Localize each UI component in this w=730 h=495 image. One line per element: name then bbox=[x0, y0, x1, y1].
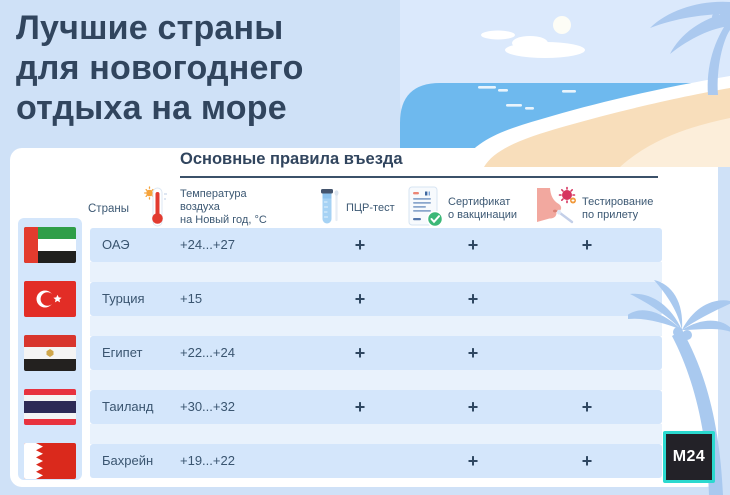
table-row-turkey: Турция +15 + + bbox=[90, 282, 662, 316]
pcr-required-mark: + bbox=[354, 235, 366, 255]
clouds bbox=[481, 30, 585, 58]
temperature-value: +15 bbox=[180, 291, 203, 306]
row-separator bbox=[90, 316, 662, 336]
column-label-arrival-testing: Тестирование по прилету bbox=[582, 196, 654, 221]
page-title-line: отдыха на море bbox=[16, 89, 287, 127]
flag-bahrain-icon bbox=[24, 443, 76, 479]
pcr-required-mark: + bbox=[354, 289, 366, 309]
flag-turkey-icon bbox=[24, 281, 76, 317]
certificate-required-mark: + bbox=[467, 397, 479, 417]
beach-illustration bbox=[400, 0, 730, 167]
pcr-required-mark: + bbox=[354, 343, 366, 363]
thermometer-icon bbox=[144, 186, 167, 227]
sun-icon bbox=[553, 16, 571, 34]
column-label-certificate: Сертификат о вакцинации bbox=[448, 196, 518, 221]
temperature-value: +22...+24 bbox=[180, 345, 235, 360]
country-name: Турция bbox=[102, 291, 145, 306]
vaccination-certificate-icon bbox=[408, 186, 444, 228]
rules-card: Основные правила въезда Страны Температу… bbox=[10, 148, 718, 487]
countries-column-label: Страны bbox=[88, 203, 129, 215]
nose-swab-test-icon bbox=[537, 186, 576, 224]
heading-underline bbox=[180, 176, 658, 178]
page-title-line: для новогоднего bbox=[16, 49, 304, 87]
table-row-bahrain: Бахрейн +19...+22 + + bbox=[90, 444, 662, 478]
flag-uae-icon bbox=[24, 227, 76, 263]
arrival-testing-mark: + bbox=[581, 451, 593, 471]
certificate-required-mark: + bbox=[467, 451, 479, 471]
arrival-testing-mark: + bbox=[581, 235, 593, 255]
table-row-thailand: Таиланд +30...+32 + + + bbox=[90, 390, 662, 424]
flag-thailand-icon bbox=[24, 389, 76, 425]
country-name: Бахрейн bbox=[102, 453, 154, 468]
m24-logo-text: М24 bbox=[672, 448, 706, 465]
page-title: Лучшие страны для новогоднего отдыха на … bbox=[16, 8, 304, 128]
table-row-egypt: Египет +22...+24 + + bbox=[90, 336, 662, 370]
column-label-temperature: Температура воздуха на Новый год, °C bbox=[180, 188, 267, 226]
temperature-value: +19...+22 bbox=[180, 453, 235, 468]
certificate-required-mark: + bbox=[467, 343, 479, 363]
flag-egypt-icon bbox=[24, 335, 76, 371]
temperature-value: +30...+32 bbox=[180, 399, 235, 414]
column-label-pcr: ПЦР-тест bbox=[346, 202, 395, 214]
row-separator bbox=[90, 262, 662, 282]
table-row-uae: ОАЭ +24...+27 + + + bbox=[90, 228, 662, 262]
flag-panel bbox=[18, 218, 82, 480]
country-name: Египет bbox=[102, 345, 143, 360]
pcr-test-tube-icon bbox=[321, 189, 339, 224]
arrival-testing-mark: + bbox=[581, 397, 593, 417]
sand-highlight-shape bbox=[620, 118, 730, 167]
certificate-required-mark: + bbox=[467, 289, 479, 309]
row-separator bbox=[90, 424, 662, 444]
temperature-value: +24...+27 bbox=[180, 237, 235, 252]
pcr-required-mark: + bbox=[354, 397, 366, 417]
wave-marks bbox=[478, 86, 576, 110]
row-separator bbox=[90, 370, 662, 390]
page-title-line: Лучшие страны bbox=[16, 9, 284, 47]
certificate-required-mark: + bbox=[467, 235, 479, 255]
country-name: Таиланд bbox=[102, 399, 154, 414]
card-heading: Основные правила въезда bbox=[180, 150, 403, 168]
palm-tree-top-icon bbox=[650, 1, 730, 95]
country-name: ОАЭ bbox=[102, 237, 130, 252]
m24-logo: М24 bbox=[663, 431, 715, 483]
